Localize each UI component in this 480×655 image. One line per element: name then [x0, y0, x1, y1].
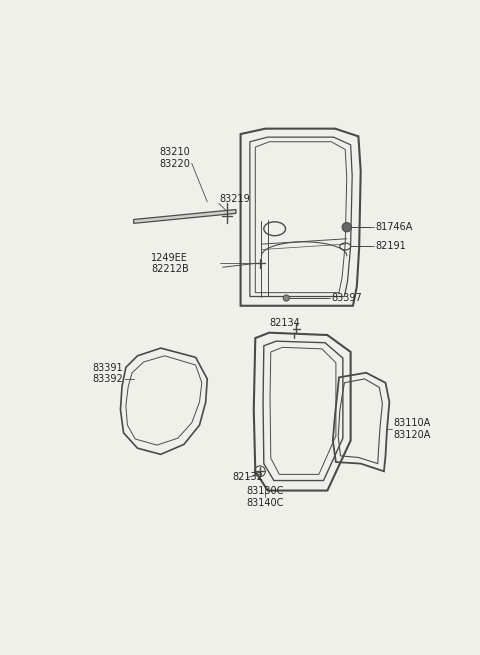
Polygon shape — [133, 210, 236, 223]
Text: 83110A
83120A: 83110A 83120A — [393, 418, 431, 440]
Text: 83219: 83219 — [219, 195, 250, 204]
Text: 82134: 82134 — [269, 318, 300, 328]
Text: 83130C
83140C: 83130C 83140C — [246, 486, 283, 508]
Text: 83210
83220: 83210 83220 — [159, 147, 190, 169]
Text: 1249EE
82212B: 1249EE 82212B — [152, 253, 189, 274]
Circle shape — [342, 223, 351, 232]
Text: 82191: 82191 — [375, 242, 406, 252]
Text: 81746A: 81746A — [375, 222, 413, 233]
Circle shape — [283, 295, 289, 301]
Text: 83397: 83397 — [331, 293, 362, 303]
Text: 83391
83392: 83391 83392 — [93, 363, 123, 384]
Text: 82132: 82132 — [232, 472, 263, 483]
